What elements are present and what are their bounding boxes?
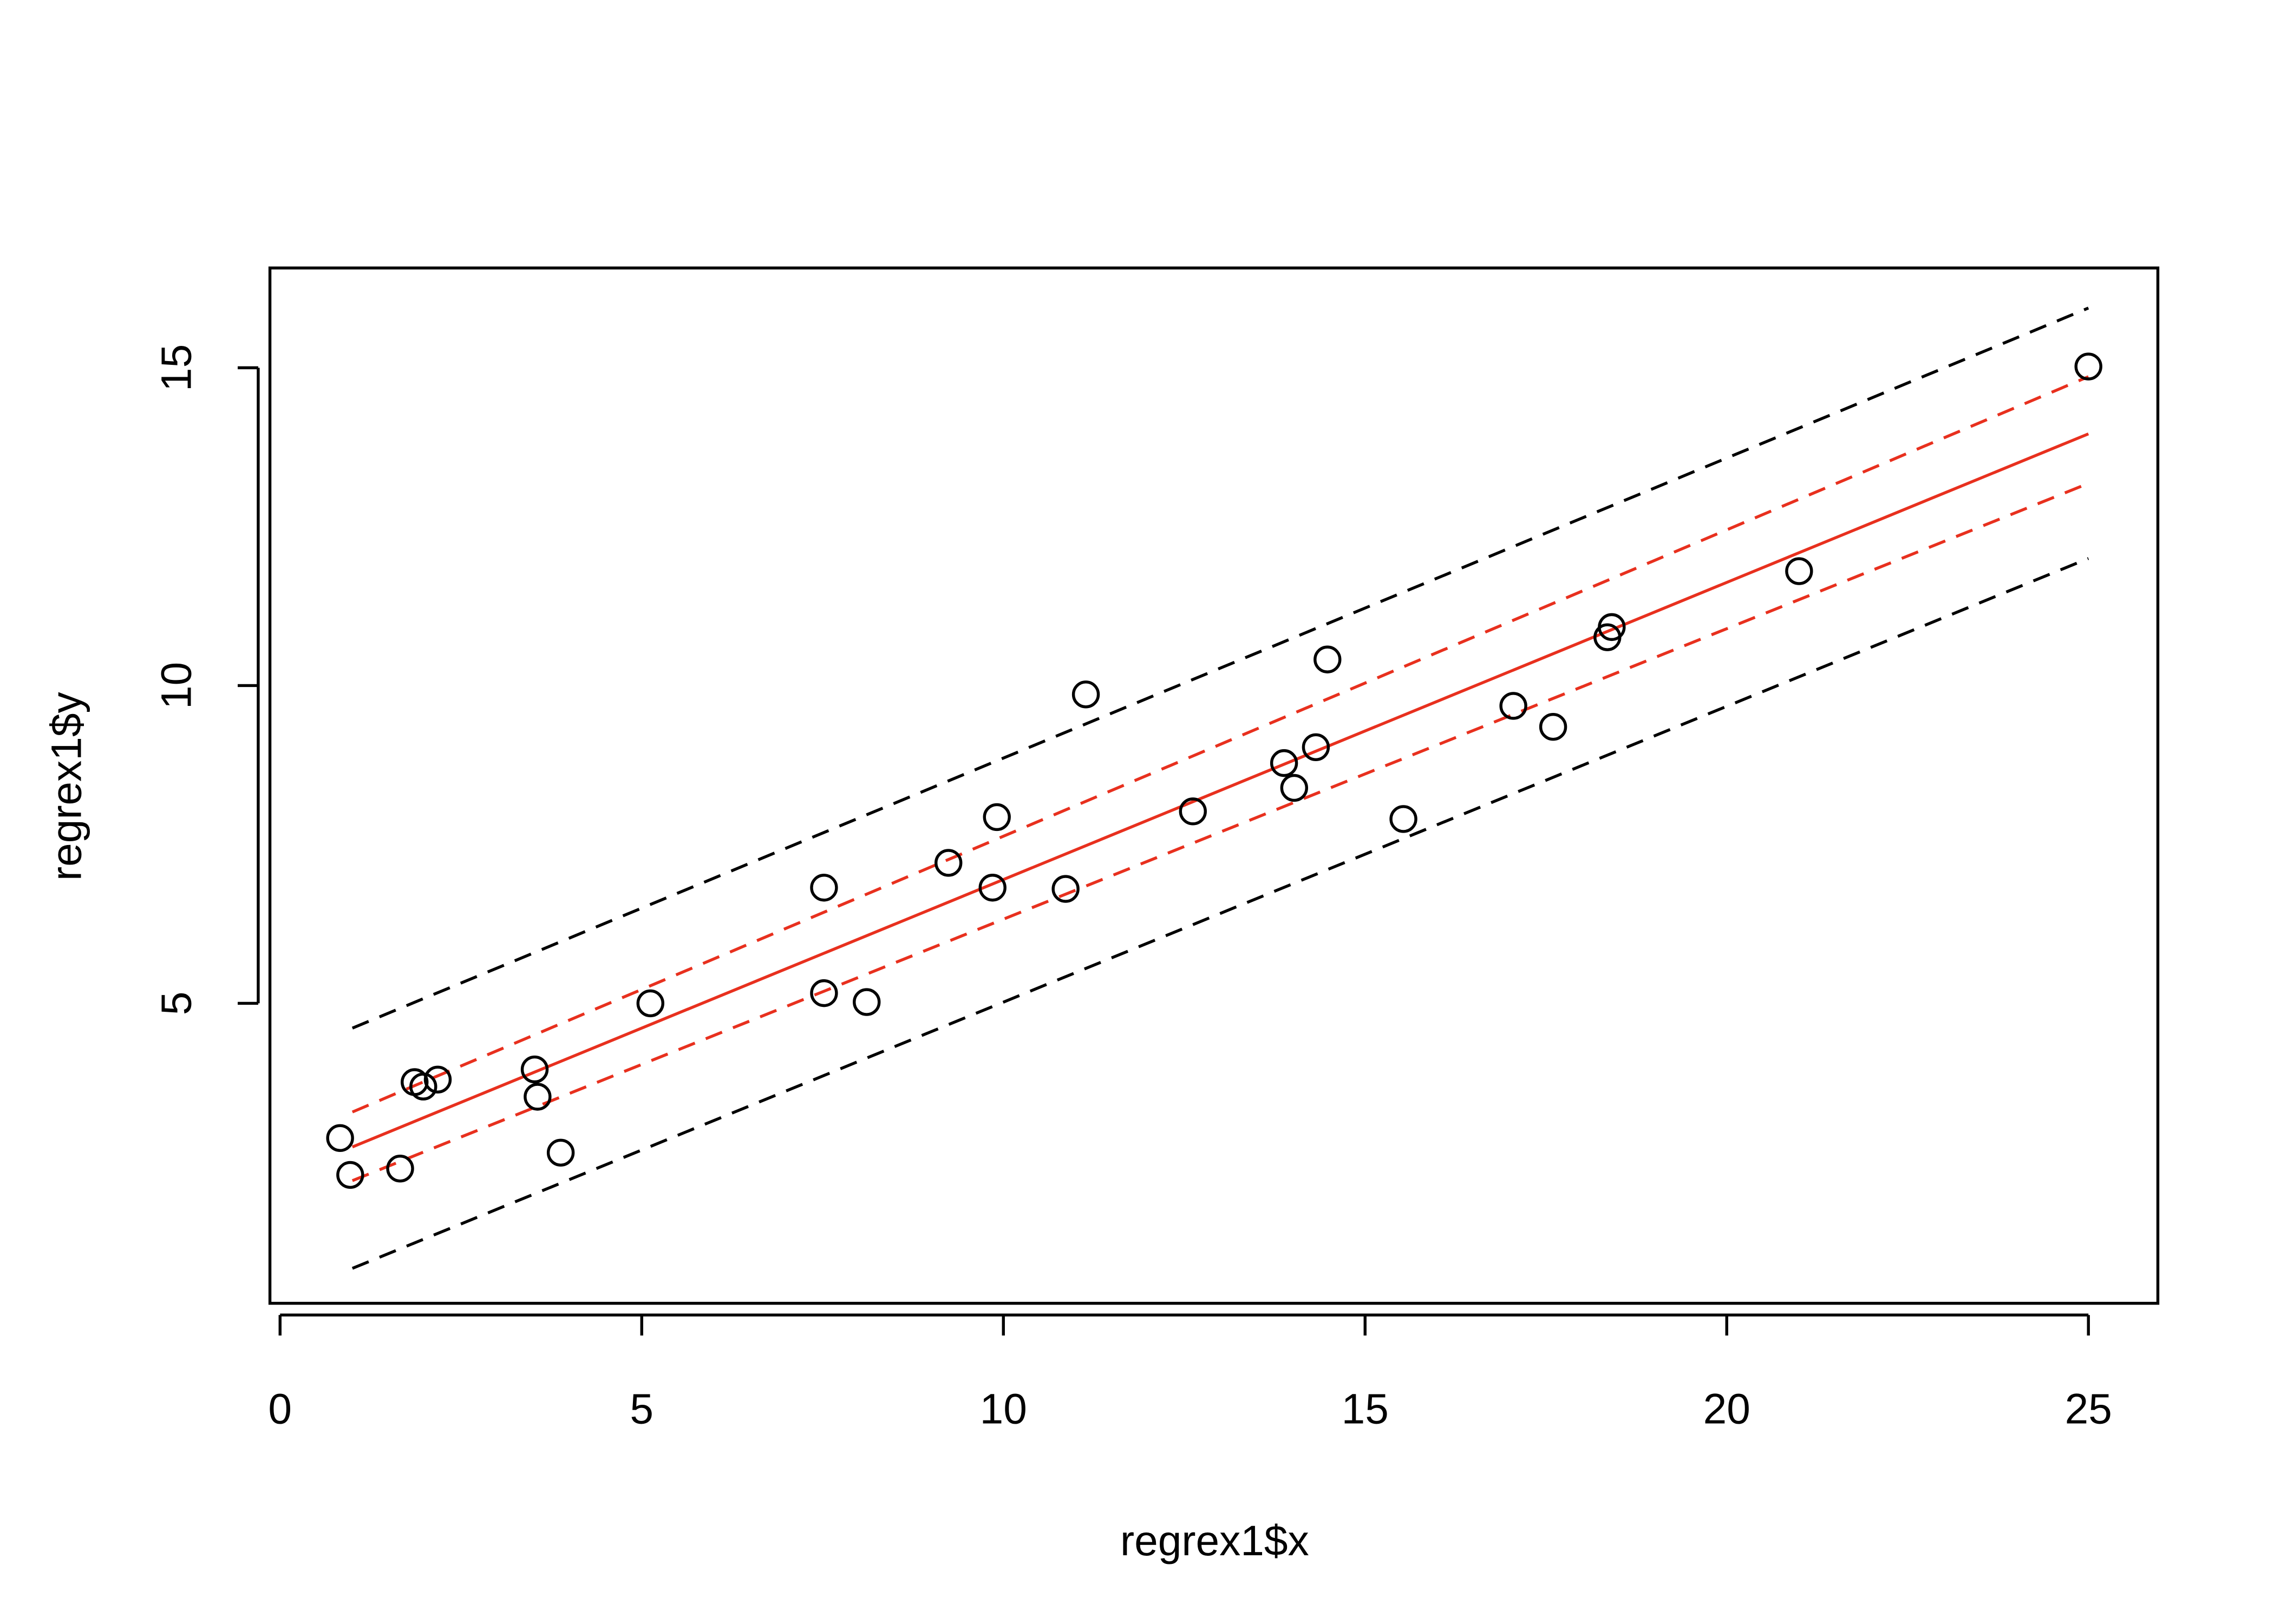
- y-axis-label: regrex1$y: [43, 691, 90, 881]
- x-tick-label: 25: [2065, 1385, 2112, 1432]
- plot-frame: [268, 266, 2160, 1305]
- point: [1389, 805, 1417, 833]
- point: [1499, 692, 1527, 720]
- point: [1071, 680, 1100, 709]
- x-tick-label: 15: [1342, 1385, 1389, 1432]
- point: [853, 988, 881, 1016]
- point: [326, 1124, 354, 1152]
- line: [351, 375, 2089, 1114]
- y-tick-label: 10: [152, 662, 200, 709]
- point: [520, 1055, 549, 1084]
- point: [423, 1065, 452, 1094]
- point: [409, 1072, 437, 1101]
- point: [983, 803, 1011, 831]
- point: [1314, 645, 1342, 673]
- y-tick-label: 15: [152, 344, 200, 391]
- line: [351, 482, 2089, 1182]
- point: [978, 874, 1007, 902]
- point: [1539, 713, 1567, 741]
- point: [546, 1138, 575, 1167]
- point: [1785, 557, 1813, 585]
- line: [351, 557, 2089, 1270]
- point: [1051, 875, 1080, 903]
- line: [351, 306, 2089, 1030]
- point: [524, 1083, 552, 1111]
- point: [1302, 733, 1330, 761]
- point: [1280, 774, 1309, 802]
- x-tick-label: 10: [980, 1385, 1027, 1432]
- point: [336, 1161, 364, 1189]
- y-tick-label: 5: [152, 992, 200, 1016]
- point: [636, 989, 664, 1018]
- point: [386, 1154, 414, 1183]
- x-tick-label: 20: [1703, 1385, 1750, 1432]
- point: [1179, 797, 1207, 826]
- point: [1598, 613, 1626, 641]
- point: [810, 874, 838, 902]
- point: [935, 849, 963, 877]
- line: [351, 432, 2089, 1149]
- x-tick-label: 0: [268, 1385, 292, 1432]
- x-axis-label: regrex1$x: [1120, 1517, 1309, 1564]
- point: [2074, 352, 2102, 381]
- point: [1270, 749, 1298, 777]
- x-tick-label: 5: [630, 1385, 654, 1432]
- point: [810, 979, 838, 1007]
